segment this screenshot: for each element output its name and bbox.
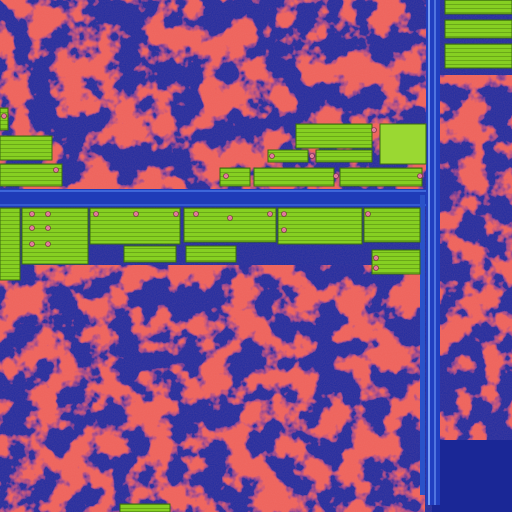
vertical-bus-thin [420,195,425,495]
pad-region [432,440,512,512]
cell-block-upper-middle [219,123,427,187]
cell-bottom-edge [119,503,171,512]
horizontal-bus [0,189,430,207]
cell-row-left [0,107,63,187]
contact-vias [1,113,423,271]
cell-rows-below-bus [0,207,421,281]
cell-row-top-right [444,0,512,69]
